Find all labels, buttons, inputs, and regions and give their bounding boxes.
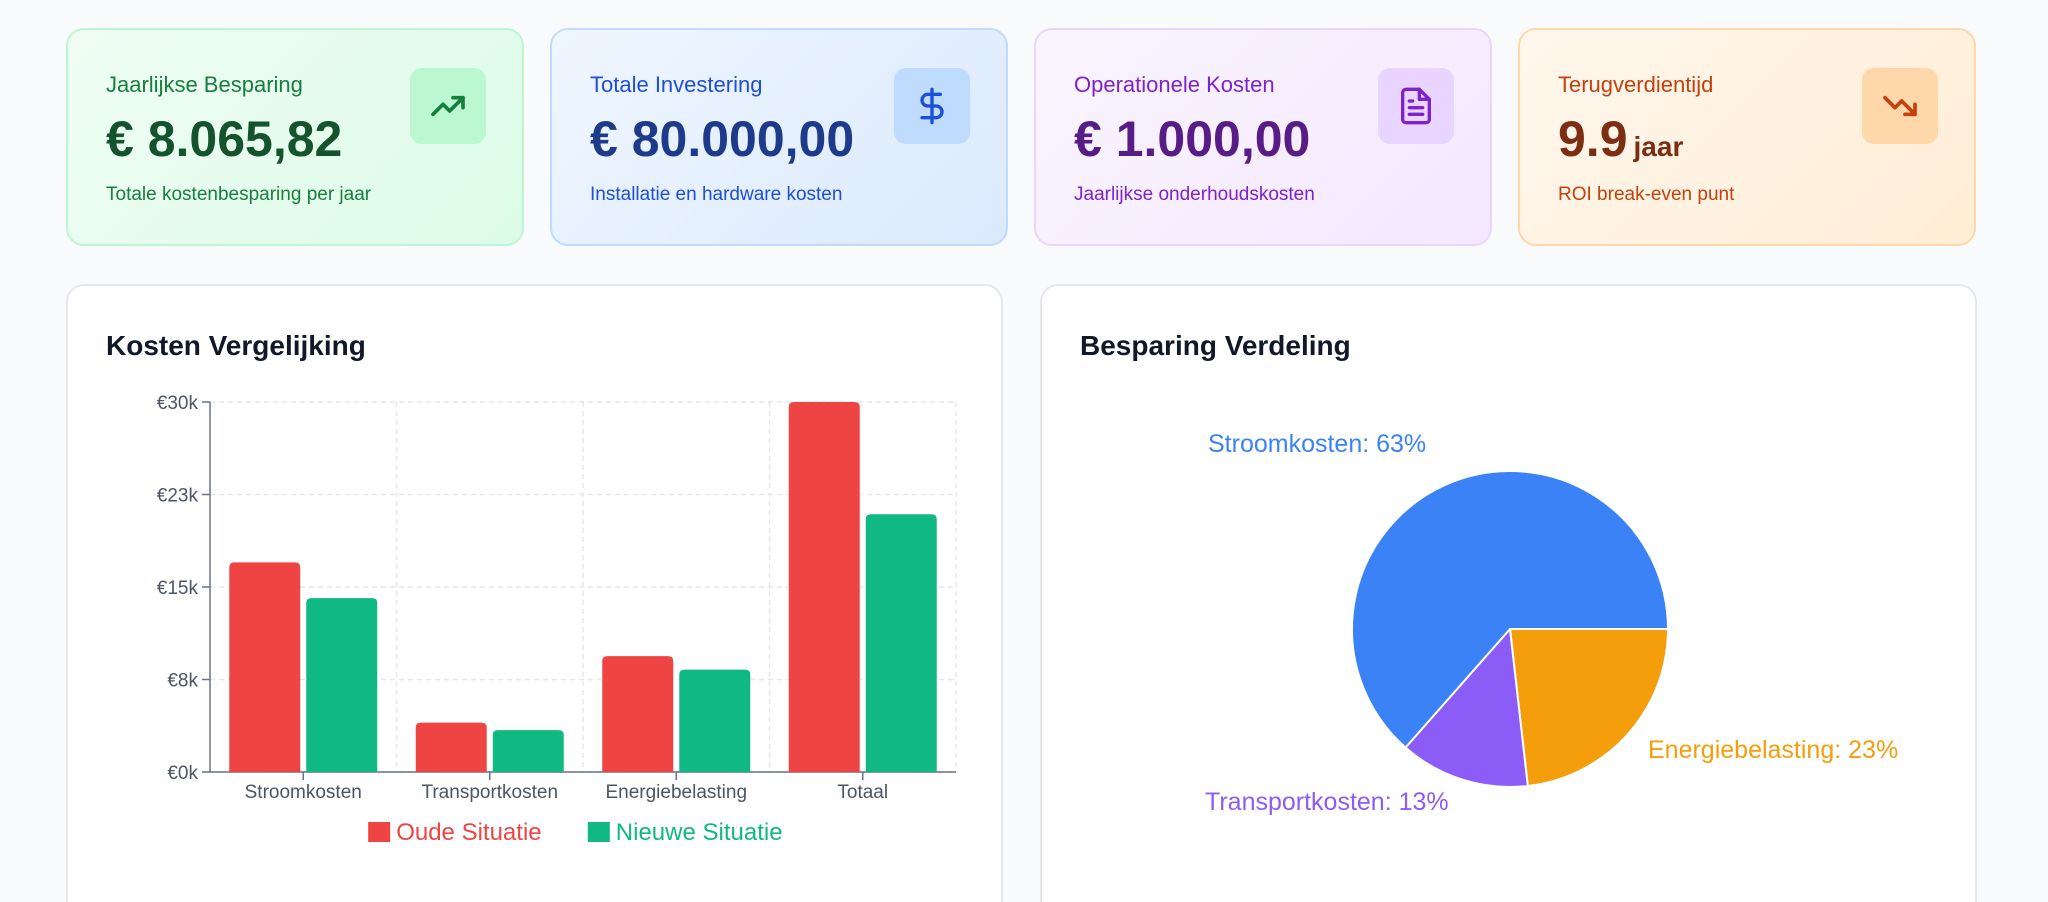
pie-label-stroomkosten: Stroomkosten: 63% bbox=[1208, 430, 1426, 458]
bar-new-totaal[interactable] bbox=[865, 514, 937, 772]
legend-swatch bbox=[368, 822, 391, 842]
card-title: Jaarlijkse Besparing bbox=[106, 72, 303, 97]
card-unit: jaar bbox=[1633, 131, 1684, 162]
pie-chart-title: Besparing Verdeling bbox=[1080, 330, 1351, 361]
bar-old-energiebelasting[interactable] bbox=[602, 656, 674, 772]
card-description: Totale kostenbesparing per jaar bbox=[106, 184, 372, 205]
pie-label-transportkosten: Transportkosten: 13% bbox=[1205, 788, 1449, 816]
card-description: Installatie en hardware kosten bbox=[590, 184, 843, 205]
legend-swatch bbox=[587, 822, 610, 842]
card-value: € 80.000,00 bbox=[590, 111, 855, 167]
card-description: Jaarlijkse onderhoudskosten bbox=[1074, 184, 1315, 205]
kpi-card-operational-costs: Operationele Kosten € 1.000,00 Jaarlijks… bbox=[1034, 28, 1492, 246]
cost-comparison-chart: €0k €8k €15k €23k €30k Stroomkosten Transportk… bbox=[157, 393, 957, 846]
x-tick-label: Stroomkosten bbox=[245, 782, 362, 803]
y-tick-label: €8k bbox=[167, 671, 198, 692]
card-description: ROI break-even punt bbox=[1558, 184, 1735, 205]
kpi-card-total-investment: Totale Investering € 80.000,00 Installat… bbox=[550, 28, 1008, 246]
pie-label-energiebelasting: Energiebelasting: 23% bbox=[1648, 736, 1898, 764]
y-tick-label: €23k bbox=[157, 486, 199, 507]
bar-new-stroomkosten[interactable] bbox=[306, 598, 378, 772]
card-title: Terugverdientijd bbox=[1558, 72, 1714, 97]
kpi-card-annual-savings: Jaarlijkse Besparing € 8.065,82 Totale k… bbox=[66, 28, 524, 246]
pie-slice-energiebelasting[interactable] bbox=[1508, 628, 1670, 788]
card-value: € 8.065,82 bbox=[106, 111, 343, 167]
bar-chart-title: Kosten Vergelijking bbox=[106, 330, 366, 361]
legend-label: Oude Situatie bbox=[396, 819, 541, 846]
card-title: Operationele Kosten bbox=[1074, 72, 1275, 97]
y-tick-label: €30k bbox=[157, 393, 199, 414]
document-icon bbox=[1378, 68, 1454, 144]
x-tick-label: Energiebelasting bbox=[605, 782, 747, 803]
bar-old-totaal[interactable] bbox=[788, 402, 860, 772]
savings-distribution-panel: Besparing Verdeling Energiebelasting: 23… bbox=[1040, 284, 1977, 902]
kpi-card-payback-period: Terugverdientijd 9.9 jaar ROI break-even … bbox=[1518, 28, 1976, 246]
y-tick-label: €0k bbox=[167, 763, 198, 784]
trending-down-icon bbox=[1862, 68, 1938, 144]
bar-old-stroomkosten[interactable] bbox=[229, 562, 301, 772]
x-tick-label: Transportkosten bbox=[421, 782, 558, 803]
card-value: 9.9 jaar bbox=[1558, 111, 1684, 167]
card-title: Totale Investering bbox=[590, 72, 763, 97]
x-tick-label: Totaal bbox=[837, 782, 888, 803]
bar-old-transportkosten[interactable] bbox=[415, 722, 487, 772]
trending-up-icon bbox=[410, 68, 486, 144]
y-tick-label: €15k bbox=[157, 578, 199, 599]
pie-slice-stroomkosten[interactable] bbox=[1351, 470, 1670, 749]
pie-slice-transportkosten[interactable] bbox=[1404, 626, 1529, 788]
savings-distribution-chart: Energiebelasting: 23% Transportkosten: 13… bbox=[1205, 430, 1898, 816]
card-value: € 1.000,00 bbox=[1074, 111, 1311, 167]
legend-label: Nieuwe Situatie bbox=[616, 819, 783, 846]
dollar-icon bbox=[894, 68, 970, 144]
bar-new-energiebelasting[interactable] bbox=[679, 669, 751, 772]
bar-new-transportkosten[interactable] bbox=[492, 730, 564, 772]
cost-comparison-panel: Kosten Vergelijking €0k €8k €15k €23k €30k St… bbox=[66, 284, 1003, 902]
